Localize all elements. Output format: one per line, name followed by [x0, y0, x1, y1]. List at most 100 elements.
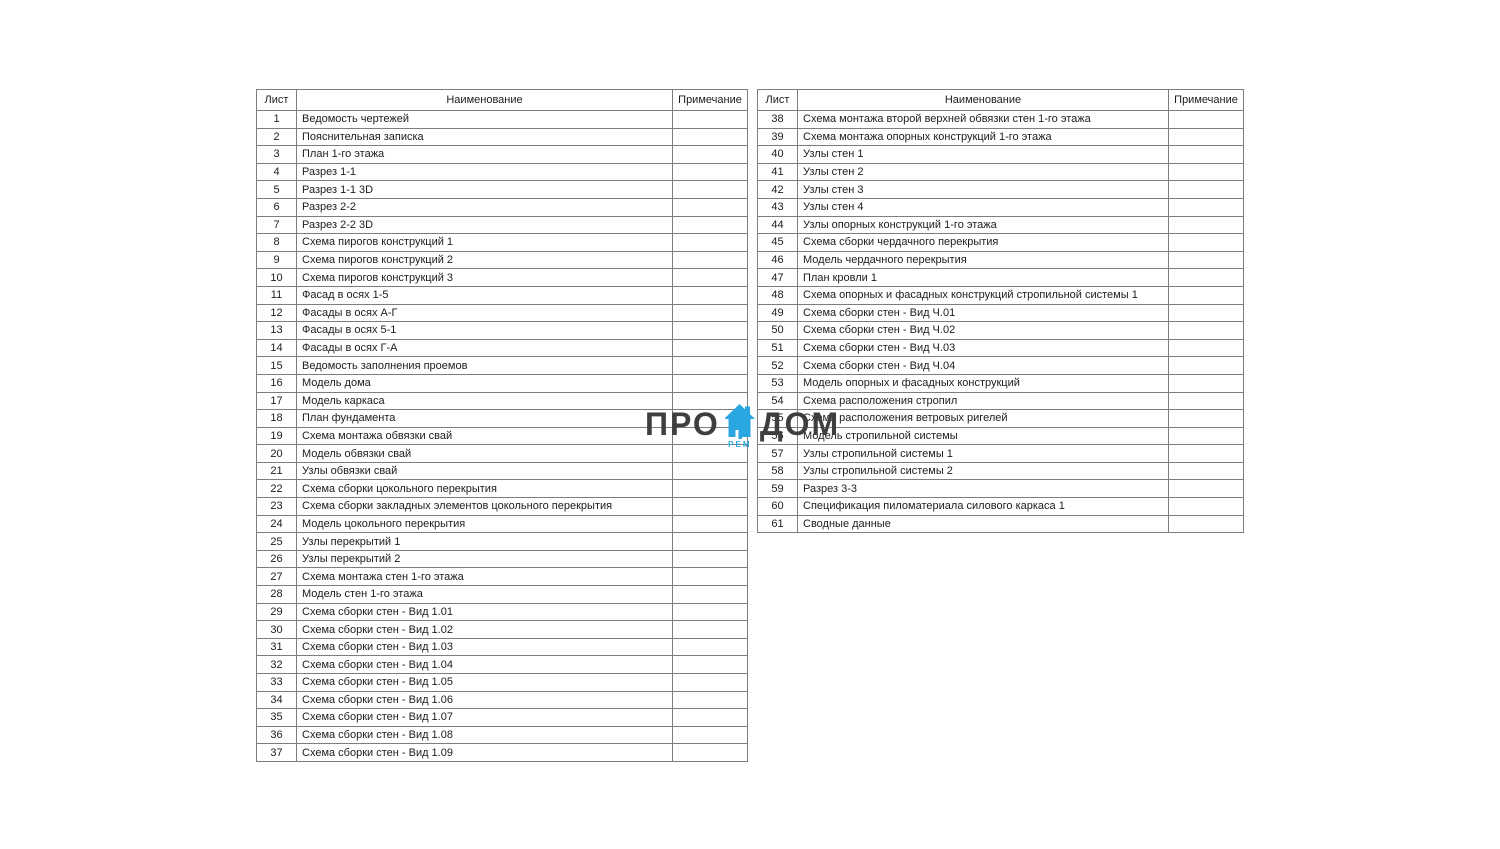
cell-name: Модель чердачного перекрытия — [797, 250, 1169, 270]
table-row: 9 Схема пирогов конструкций 2 — [256, 250, 748, 270]
cell-note — [672, 409, 748, 428]
cell-name: Схема пирогов конструкций 1 — [296, 233, 673, 252]
column-header-name: Наименование — [296, 89, 673, 111]
cell-sheet: 12 — [256, 303, 297, 323]
cell-sheet: 58 — [757, 461, 798, 481]
cell-note — [672, 743, 748, 762]
cell-sheet: 30 — [256, 620, 297, 639]
table-row: 15 Ведомость заполнения проемов — [256, 356, 748, 375]
table-row: 61 Сводные данные — [757, 514, 1244, 534]
cell-sheet: 34 — [256, 690, 297, 710]
cell-sheet: 6 — [256, 197, 297, 217]
cell-sheet: 18 — [256, 409, 297, 428]
table-row: 30 Схема сборки стен - Вид 1.02 — [256, 620, 748, 639]
cell-sheet: 36 — [256, 725, 297, 745]
cell-sheet: 47 — [757, 268, 798, 287]
cell-name: Схема сборки стен - Вид 1.01 — [296, 602, 673, 622]
table-row: 54 Схема расположения стропил — [757, 391, 1244, 411]
cell-name: Схема сборки стен - Вид Ч.03 — [797, 338, 1169, 358]
cell-sheet: 52 — [757, 356, 798, 375]
cell-name: Схема сборки стен - Вид Ч.02 — [797, 321, 1169, 340]
table-row: 44 Узлы опорных конструкций 1-го этажа — [757, 215, 1244, 235]
cell-note — [1168, 197, 1244, 217]
cell-note — [1168, 373, 1244, 393]
cell-note — [672, 303, 748, 323]
drawing-register-table-right: Лист Наименование Примечание 38 Схема мон… — [757, 89, 1244, 534]
cell-name: Схема монтажа опорных конструкций 1-го э… — [797, 127, 1169, 147]
cell-note — [672, 725, 748, 745]
cell-name: План кровли 1 — [797, 268, 1169, 287]
cell-sheet: 46 — [757, 250, 798, 270]
cell-note — [672, 338, 748, 358]
cell-note — [1168, 514, 1244, 534]
table-row: 5 Разрез 1-1 3D — [256, 180, 748, 199]
cell-note — [1168, 162, 1244, 182]
table-row: 22 Схема сборки цокольного перекрытия — [256, 479, 748, 499]
cell-name: Схема опорных и фасадных конструкций стр… — [797, 285, 1169, 305]
cell-name: Сводные данные — [797, 514, 1169, 534]
cell-sheet: 38 — [757, 110, 798, 129]
cell-note — [672, 690, 748, 710]
cell-name: Фасад в осях 1-5 — [296, 285, 673, 305]
table-row: 8 Схема пирогов конструкций 1 — [256, 233, 748, 252]
cell-sheet: 55 — [757, 409, 798, 428]
table-row: 36 Схема сборки стен - Вид 1.08 — [256, 725, 748, 745]
cell-name: План 1-го этажа — [296, 145, 673, 164]
cell-note — [672, 321, 748, 340]
column-header-name: Наименование — [797, 89, 1169, 111]
cell-sheet: 19 — [256, 426, 297, 446]
cell-name: Фасады в осях Г-А — [296, 338, 673, 358]
cell-sheet: 29 — [256, 602, 297, 622]
cell-name: Схема монтажа стен 1-го этажа — [296, 567, 673, 587]
cell-note — [672, 215, 748, 235]
cell-note — [1168, 391, 1244, 411]
cell-sheet: 54 — [757, 391, 798, 411]
table-row: 3 План 1-го этажа — [256, 145, 748, 164]
cell-name: Узлы стен 3 — [797, 180, 1169, 199]
table-row: 37 Схема сборки стен - Вид 1.09 — [256, 743, 748, 762]
table-row: 32 Схема сборки стен - Вид 1.04 — [256, 655, 748, 674]
cell-name: Схема сборки стен - Вид 1.07 — [296, 708, 673, 727]
table-row: 49 Схема сборки стен - Вид Ч.01 — [757, 303, 1244, 323]
table-row: 51 Схема сборки стен - Вид Ч.03 — [757, 338, 1244, 358]
cell-name: Узлы опорных конструкций 1-го этажа — [797, 215, 1169, 235]
cell-name: Модель стропильной системы — [797, 426, 1169, 446]
cell-sheet: 3 — [256, 145, 297, 164]
cell-name: Узлы стен 2 — [797, 162, 1169, 182]
table-row: 50 Схема сборки стен - Вид Ч.02 — [757, 321, 1244, 340]
table-row: 57 Узлы стропильной системы 1 — [757, 444, 1244, 463]
cell-name: Модель обвязки свай — [296, 444, 673, 463]
table-row: 20 Модель обвязки свай — [256, 444, 748, 463]
cell-note — [1168, 180, 1244, 199]
cell-sheet: 50 — [757, 321, 798, 340]
table-row: 10 Схема пирогов конструкций 3 — [256, 268, 748, 287]
cell-note — [1168, 321, 1244, 340]
cell-name: Схема монтажа второй верхней обвязки сте… — [797, 110, 1169, 129]
cell-name: Модель стен 1-го этажа — [296, 585, 673, 604]
cell-name: Схема сборки стен - Вид 1.05 — [296, 673, 673, 692]
cell-sheet: 61 — [757, 514, 798, 534]
cell-name: Разрез 3-3 — [797, 479, 1169, 499]
cell-sheet: 7 — [256, 215, 297, 235]
table-row: 42 Узлы стен 3 — [757, 180, 1244, 199]
column-header-sheet: Лист — [757, 89, 798, 111]
cell-sheet: 43 — [757, 197, 798, 217]
cell-note — [672, 127, 748, 147]
cell-note — [672, 426, 748, 446]
cell-name: Узлы стропильной системы 2 — [797, 461, 1169, 481]
table-row: 38 Схема монтажа второй верхней обвязки с… — [757, 110, 1244, 129]
cell-sheet: 2 — [256, 127, 297, 147]
cell-name: Схема сборки стен - Вид 1.08 — [296, 725, 673, 745]
cell-name: Схема сборки закладных элементов цокольн… — [296, 497, 673, 516]
cell-name: Ведомость заполнения проемов — [296, 356, 673, 375]
cell-note — [672, 250, 748, 270]
cell-name: Спецификация пиломатериала силового карк… — [797, 497, 1169, 516]
cell-name: Модель дома — [296, 373, 673, 393]
column-header-note: Примечание — [1168, 89, 1244, 111]
column-header-note: Примечание — [672, 89, 748, 111]
cell-sheet: 41 — [757, 162, 798, 182]
cell-note — [672, 620, 748, 639]
cell-note — [672, 391, 748, 411]
cell-name: Схема сборки стен - Вид Ч.04 — [797, 356, 1169, 375]
cell-name: Схема сборки стен - Вид 1.06 — [296, 690, 673, 710]
